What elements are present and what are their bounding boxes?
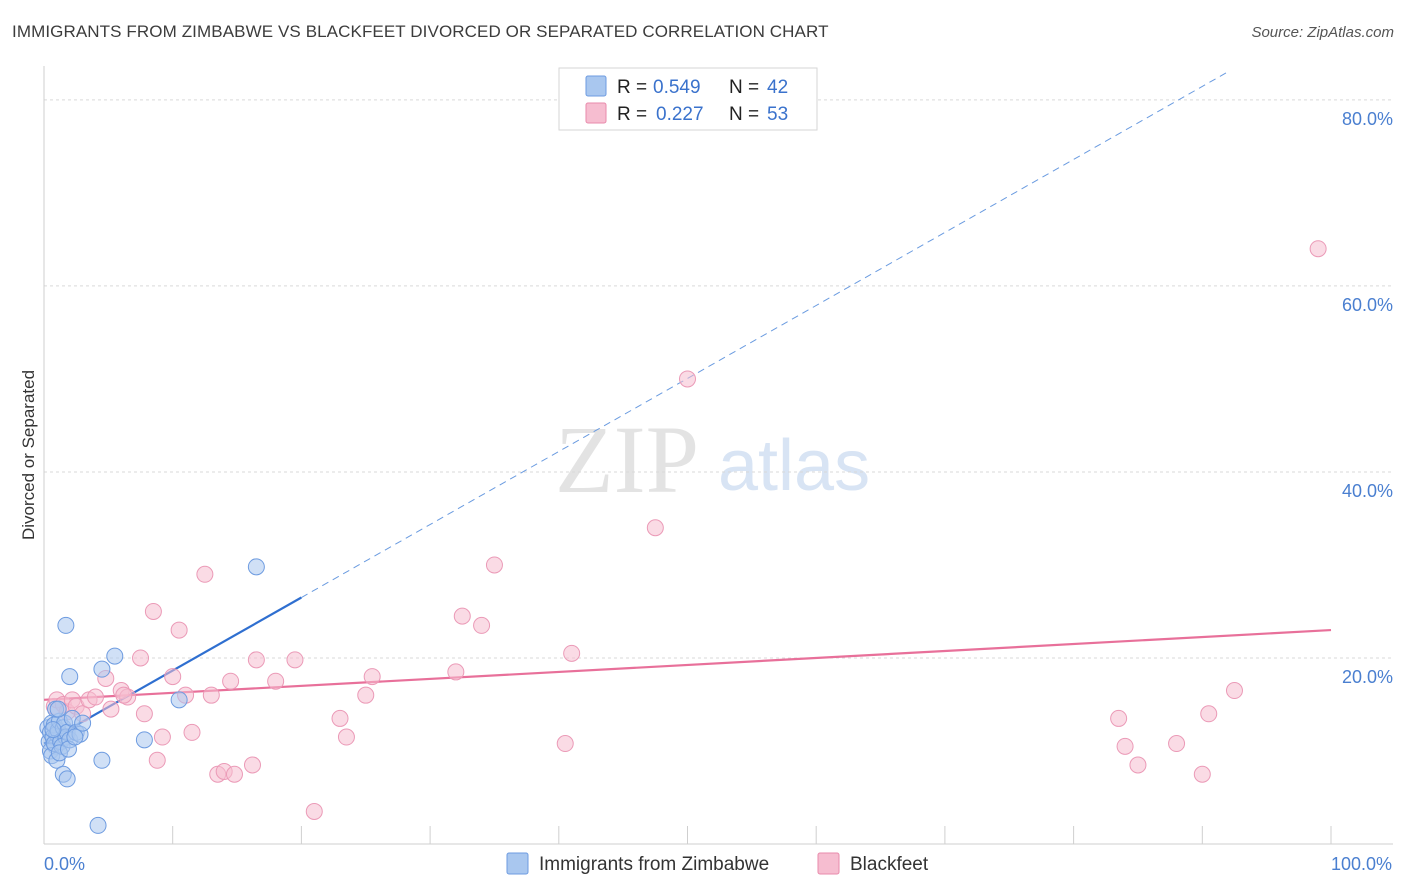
- point-zimbabwe-31: [93, 751, 111, 769]
- point-blackfeet-46: [1110, 709, 1128, 727]
- point-zimbabwe-38: [49, 700, 67, 718]
- point-blackfeet-45: [679, 370, 696, 388]
- series-legend-label-zimbabwe: Immigrants from Zimbabwe: [539, 854, 769, 875]
- point-blackfeet-38: [447, 663, 465, 681]
- y-tick-label-40: 40.0%: [1342, 481, 1393, 501]
- point-blackfeet-20: [170, 621, 188, 639]
- point-blackfeet-34: [331, 709, 349, 727]
- point-blackfeet-30: [247, 651, 265, 669]
- legend-n-value-1: 42: [767, 77, 788, 98]
- point-blackfeet-49: [1168, 735, 1186, 753]
- point-blackfeet-47: [1116, 737, 1134, 755]
- x-axis-ticks: [172, 826, 1332, 844]
- series-legend: Immigrants from Zimbabwe Blackfeet: [506, 852, 929, 875]
- watermark-zip: ZIP: [555, 406, 699, 513]
- point-blackfeet-24: [202, 686, 220, 704]
- legend-r-value-1: 0.549: [653, 77, 701, 98]
- y-axis-label: Divorced or Separated: [19, 370, 38, 540]
- point-blackfeet-15: [135, 705, 153, 723]
- data-points: [39, 240, 1327, 834]
- point-blackfeet-23: [196, 565, 214, 583]
- trend-line-blackfeet: [43, 628, 1332, 701]
- x-tick-label-max: 100.0%: [1331, 854, 1392, 874]
- point-blackfeet-51: [1200, 705, 1218, 723]
- point-blackfeet-35: [337, 728, 355, 746]
- point-blackfeet-39: [453, 607, 471, 625]
- y-tick-labels: 20.0% 40.0% 60.0% 80.0%: [1342, 109, 1393, 687]
- legend-n-label-1: N =: [729, 77, 759, 98]
- point-blackfeet-53: [1309, 240, 1327, 258]
- point-zimbabwe-24: [74, 714, 92, 732]
- source-credit: Source: ZipAtlas.com: [1251, 24, 1394, 41]
- point-blackfeet-28: [225, 765, 243, 783]
- series-legend-label-blackfeet: Blackfeet: [850, 854, 929, 875]
- legend-r-label-2: R =: [617, 104, 647, 125]
- point-blackfeet-33: [305, 802, 323, 820]
- point-blackfeet-48: [1129, 756, 1147, 774]
- point-blackfeet-41: [485, 556, 503, 574]
- point-blackfeet-44: [646, 519, 664, 537]
- legend-swatch-blackfeet: [585, 102, 607, 124]
- series-legend-swatch-zimbabwe: [506, 852, 529, 875]
- legend-r-label-1: R =: [617, 77, 647, 98]
- point-zimbabwe-37: [89, 816, 107, 834]
- point-blackfeet-17: [148, 751, 166, 769]
- point-zimbabwe-39: [44, 721, 62, 739]
- y-tick-label-60: 60.0%: [1342, 295, 1393, 315]
- y-tick-label-20: 20.0%: [1342, 667, 1393, 687]
- point-blackfeet-31: [267, 672, 285, 690]
- legend-swatch-zimbabwe: [585, 75, 607, 97]
- point-blackfeet-16: [144, 602, 162, 620]
- y-tick-label-80: 80.0%: [1342, 109, 1393, 129]
- watermark: ZIP atlas: [555, 406, 870, 513]
- point-zimbabwe-29: [57, 616, 75, 634]
- trend-line-zimbabwe-extension: [301, 71, 1228, 598]
- point-blackfeet-14: [132, 649, 150, 667]
- point-blackfeet-32: [286, 651, 304, 669]
- point-blackfeet-18: [153, 728, 171, 746]
- point-blackfeet-42: [556, 735, 574, 753]
- point-blackfeet-43: [563, 644, 581, 662]
- chart-title: IMMIGRANTS FROM ZIMBABWE VS BLACKFEET DI…: [12, 22, 829, 41]
- point-blackfeet-13: [115, 686, 133, 704]
- legend-n-label-2: N =: [729, 104, 759, 125]
- point-zimbabwe-33: [106, 647, 124, 665]
- point-zimbabwe-36: [247, 558, 265, 576]
- correlation-legend: R = 0.549 N = 42 R = 0.227 N = 53: [558, 67, 818, 131]
- point-zimbabwe-34: [135, 731, 153, 749]
- point-zimbabwe-35: [170, 691, 188, 709]
- point-blackfeet-40: [473, 616, 491, 634]
- x-tick-label-min: 0.0%: [44, 854, 85, 874]
- watermark-atlas: atlas: [718, 426, 870, 506]
- point-blackfeet-8: [86, 688, 104, 706]
- point-zimbabwe-41: [66, 728, 84, 746]
- point-blackfeet-19: [164, 668, 182, 686]
- point-zimbabwe-28: [58, 770, 76, 788]
- point-blackfeet-50: [1193, 765, 1211, 783]
- point-blackfeet-36: [357, 686, 375, 704]
- point-blackfeet-27: [222, 672, 240, 690]
- point-blackfeet-29: [243, 756, 261, 774]
- point-zimbabwe-32: [93, 660, 111, 678]
- point-zimbabwe-30: [61, 668, 79, 686]
- legend-n-value-2: 53: [767, 104, 788, 125]
- gridlines: [44, 99, 1393, 659]
- point-blackfeet-10: [102, 700, 120, 718]
- series-legend-swatch-blackfeet: [817, 852, 840, 875]
- legend-r-value-2: 0.227: [656, 104, 704, 125]
- point-blackfeet-22: [183, 723, 201, 741]
- point-blackfeet-37: [363, 668, 381, 686]
- point-blackfeet-52: [1225, 682, 1243, 700]
